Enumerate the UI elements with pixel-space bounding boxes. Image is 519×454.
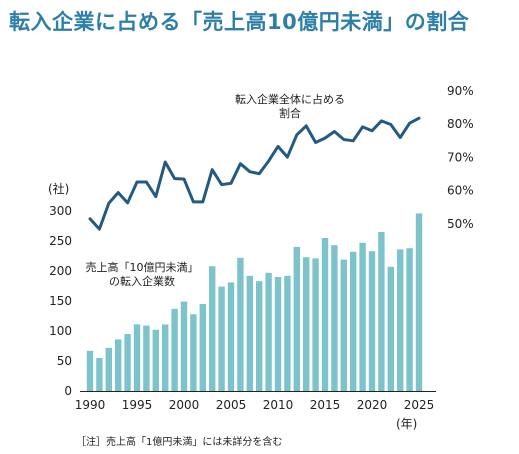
bar-1995 <box>133 324 141 391</box>
x-tick-label: 2010 <box>263 398 294 412</box>
bar-series-label: の転入企業数 <box>109 274 175 288</box>
y-left-unit: (社) <box>48 181 69 196</box>
bar-2006 <box>237 257 244 391</box>
bar-2018 <box>350 251 357 391</box>
share-line <box>88 116 421 231</box>
bar-2015 <box>321 238 329 391</box>
bar-1991 <box>96 358 103 391</box>
y-left-tick-label: 250 <box>49 234 72 248</box>
bar-2020 <box>368 251 376 391</box>
x-tick-label: 2020 <box>357 398 388 412</box>
bar-1999 <box>171 308 178 391</box>
bar-2002 <box>199 304 206 391</box>
line-series-label: 転入企業全体に占める <box>235 92 345 106</box>
bar-2010 <box>274 277 282 391</box>
y-right-tick-label: 70% <box>447 150 474 164</box>
x-tick-label: 2015 <box>310 398 341 412</box>
bar-2000 <box>180 301 188 391</box>
bar-1990 <box>86 350 94 391</box>
bar-2007 <box>246 275 253 391</box>
y-right-tick-label: 80% <box>447 117 474 131</box>
x-tick-label: 1995 <box>122 398 153 412</box>
bar-2009 <box>265 272 272 391</box>
bar-1992 <box>105 347 112 391</box>
line-series <box>88 116 421 231</box>
y-left-tick-label: 200 <box>49 264 72 278</box>
bar-2013 <box>303 257 310 391</box>
footnote: ［注］売上高「1億円未満」には未詳分を含む <box>76 437 283 448</box>
line-series-label: 割合 <box>279 106 301 120</box>
x-tick-label: 2000 <box>169 398 200 412</box>
bar-1998 <box>162 324 169 391</box>
y-left-tick-label: 0 <box>64 384 72 398</box>
bar-2011 <box>284 275 291 391</box>
bar-2004 <box>218 286 225 391</box>
bar-2021 <box>378 232 385 391</box>
chart-title: 転入企業に占める「売上高10億円未満」の割合 <box>9 10 470 34</box>
bar-1997 <box>152 329 159 391</box>
y-right-tick-label: 60% <box>447 184 474 198</box>
y-right-tick-label: 90% <box>447 84 474 98</box>
bar-2025 <box>415 213 423 391</box>
bar-series-label: 売上高「10億円未満」 <box>86 260 199 274</box>
bar-2016 <box>331 245 338 391</box>
x-tick-label: 1990 <box>75 398 106 412</box>
bar-1996 <box>143 325 150 391</box>
bar-1993 <box>115 339 122 391</box>
x-unit: (年) <box>396 417 417 431</box>
axes: 0 50 100 150 200 250 300 (社) 50% 60% 70% 80% 90% 1990… <box>48 84 474 431</box>
bar-2019 <box>359 242 366 391</box>
y-left-tick-label: 300 <box>49 204 72 218</box>
y-left-tick-label: 100 <box>49 324 72 338</box>
bar-2017 <box>340 259 347 391</box>
bar-2024 <box>406 248 413 391</box>
x-tick-label: 2025 <box>404 398 435 412</box>
bar-1994 <box>124 334 131 391</box>
bar-2003 <box>209 266 216 391</box>
bar-2012 <box>293 247 300 391</box>
bar-2005 <box>227 282 235 391</box>
bar-2008 <box>256 281 263 391</box>
bar-2014 <box>312 258 319 391</box>
bar-2023 <box>397 249 404 391</box>
y-left-tick-label: 50 <box>57 354 72 368</box>
bar-2022 <box>387 266 394 391</box>
y-right-tick-label: 50% <box>447 217 474 231</box>
bar-series <box>86 213 423 391</box>
x-tick-label: 2005 <box>216 398 247 412</box>
y-left-tick-label: 150 <box>49 294 72 308</box>
bar-2001 <box>190 314 197 391</box>
